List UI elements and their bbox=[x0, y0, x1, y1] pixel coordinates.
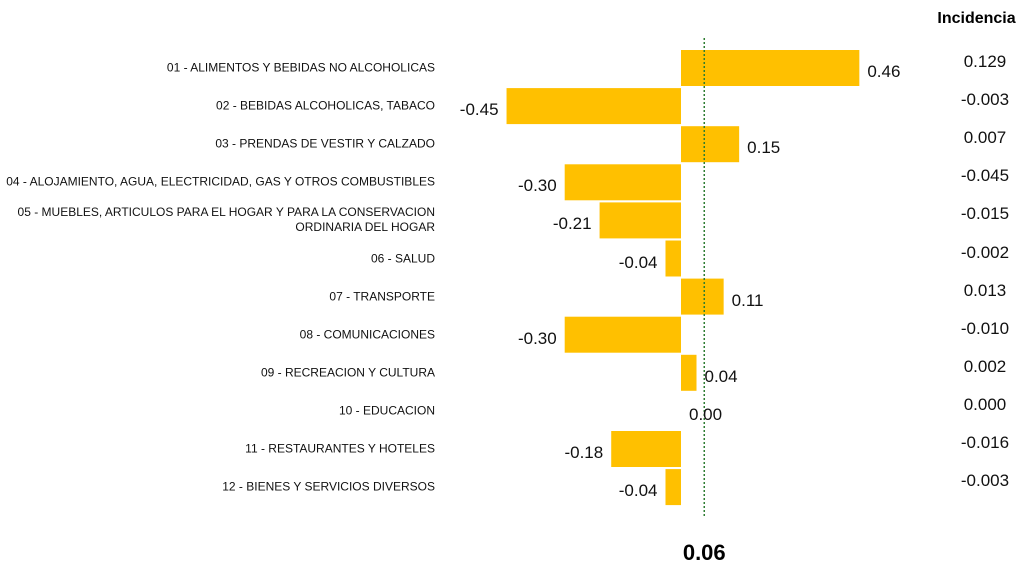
category-label: 12 - BIENES Y SERVICIOS DIVERSOS bbox=[222, 479, 435, 494]
value-label: -0.30 bbox=[517, 176, 557, 196]
reference-label: 0.06 bbox=[682, 540, 726, 565]
incidencia-value: 0.000 bbox=[963, 394, 1007, 414]
incidencia-value: 0.013 bbox=[963, 280, 1007, 300]
category-label: 02 - BEBIDAS ALCOHOLICAS, TABACO bbox=[216, 98, 435, 113]
value-label: -0.18 bbox=[564, 443, 604, 462]
incidencia-value: -0.003 bbox=[960, 471, 1010, 491]
incidencia-value: -0.003 bbox=[960, 90, 1010, 110]
category-label: 04 - ALOJAMIENTO, AGUA, ELECTRICIDAD, GA… bbox=[6, 174, 435, 189]
category-label: 06 - SALUD bbox=[370, 251, 435, 265]
category-label: 11 - RESTAURANTES Y HOTELES bbox=[245, 441, 435, 456]
bar bbox=[611, 431, 681, 467]
category-label: 01 - ALIMENTOS Y BEBIDAS NO ALCOHOLICAS bbox=[166, 60, 435, 75]
incidencia-value: -0.045 bbox=[960, 166, 1010, 186]
incidencia-value: -0.010 bbox=[960, 318, 1010, 338]
bar bbox=[564, 164, 681, 201]
category-label: 03 - PRENDAS DE VESTIR Y CALZADO bbox=[215, 136, 435, 151]
incidencia-value: -0.015 bbox=[960, 204, 1010, 224]
value-label: -0.30 bbox=[517, 328, 557, 348]
bar bbox=[665, 469, 681, 506]
category-label: 07 - TRANSPORTE bbox=[329, 289, 435, 304]
value-label: -0.45 bbox=[459, 100, 499, 120]
bar bbox=[681, 50, 860, 86]
bar bbox=[599, 202, 681, 239]
incidencia-value: 0.007 bbox=[963, 128, 1007, 148]
bar bbox=[665, 240, 681, 277]
incidencia-value: -0.002 bbox=[960, 242, 1010, 262]
value-label: 0.15 bbox=[747, 138, 781, 158]
bar bbox=[681, 354, 697, 391]
bar bbox=[564, 316, 681, 353]
value-label: -0.04 bbox=[618, 252, 658, 272]
value-label: 0.46 bbox=[867, 62, 901, 81]
value-label: 0.11 bbox=[731, 290, 764, 310]
value-label: -0.21 bbox=[552, 214, 592, 234]
incidencia-value: -0.016 bbox=[960, 433, 1010, 452]
bar bbox=[506, 88, 681, 125]
bar bbox=[681, 278, 724, 315]
value-label: 0.00 bbox=[689, 404, 723, 424]
value-label: 0.04 bbox=[704, 366, 738, 386]
category-label: 05 - MUEBLES, ARTICULOS PARA EL HOGAR Y … bbox=[17, 205, 435, 235]
bar bbox=[681, 126, 740, 163]
incidencia-value: 0.129 bbox=[963, 52, 1007, 71]
category-label: 08 - COMUNICACIONES bbox=[299, 327, 435, 342]
category-label: 09 - RECREACION Y CULTURA bbox=[260, 365, 435, 380]
value-label: -0.04 bbox=[618, 481, 658, 501]
category-label: 10 - EDUCACION bbox=[338, 403, 435, 418]
column-header: Incidencia bbox=[937, 10, 1016, 27]
incidencia-value: 0.002 bbox=[963, 356, 1007, 376]
